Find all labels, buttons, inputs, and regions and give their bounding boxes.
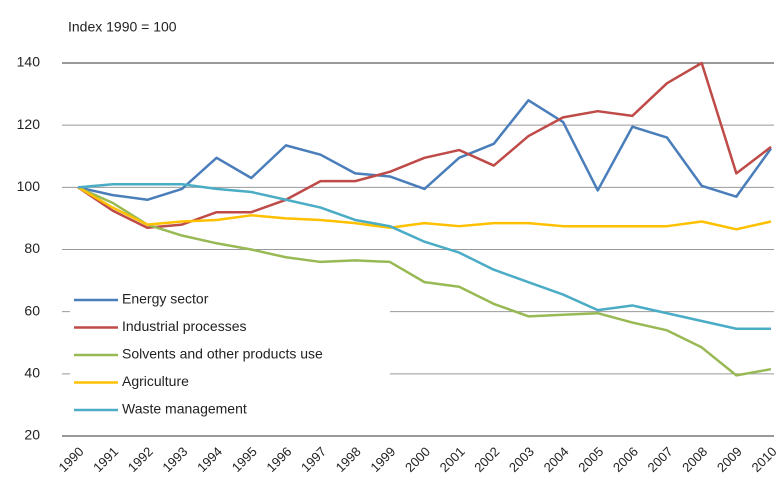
x-tick-label: 2007 (645, 444, 676, 475)
series-line (77, 186, 772, 377)
series-line (77, 99, 773, 202)
legend-label: Energy sector (122, 291, 209, 307)
y-tick-label: 120 (17, 116, 41, 132)
series-line (77, 182, 771, 331)
x-tick-label: 2006 (610, 444, 641, 475)
x-tick-label: 2004 (541, 444, 572, 475)
y-tick-label: 80 (24, 240, 40, 256)
y-tick-label: 40 (24, 365, 40, 381)
x-tick-label: 1994 (194, 444, 225, 475)
x-tick-label: 2009 (714, 444, 745, 475)
legend-label: Agriculture (122, 373, 189, 389)
x-tick-label: 2003 (506, 444, 537, 475)
x-tick-label: 2010 (748, 444, 779, 475)
y-tick-label: 60 (24, 302, 40, 318)
y-tick-label: 140 (17, 54, 41, 70)
legend-label: Waste management (122, 401, 247, 417)
x-tick-label: 1993 (159, 444, 190, 475)
legend-label: Industrial processes (122, 318, 247, 334)
x-tick-label: 1997 (298, 444, 329, 475)
x-tick-label: 1995 (229, 444, 260, 475)
x-tick-label: 2002 (471, 444, 502, 475)
x-tick-label: 2008 (679, 444, 710, 475)
legend-label: Solvents and other products use (122, 346, 323, 362)
x-tick-label: 2000 (402, 444, 433, 475)
y-tick-label: 100 (17, 178, 41, 194)
x-tick-label: 1999 (367, 444, 398, 475)
x-tick-label: 2005 (575, 444, 606, 475)
x-tick-label: 1996 (263, 444, 294, 475)
y-tick-label: 20 (24, 427, 40, 443)
x-tick-label: 1998 (333, 444, 364, 475)
chart-title: Index 1990 = 100 (68, 19, 177, 35)
x-tick-label: 1990 (55, 444, 86, 475)
legend-box (70, 286, 390, 426)
x-tick-label: 1991 (90, 444, 121, 475)
x-tick-label: 1992 (125, 444, 156, 475)
series-line (77, 61, 772, 229)
x-tick-label: 2001 (437, 444, 468, 475)
series-line (77, 186, 772, 231)
